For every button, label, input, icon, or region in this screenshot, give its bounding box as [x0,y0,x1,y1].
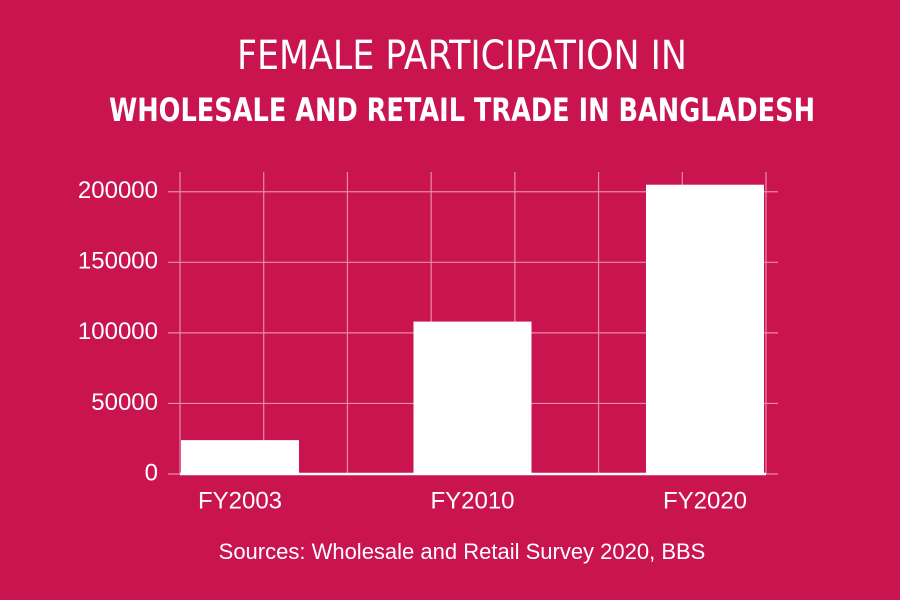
y-tick-label: 150000 [78,248,158,275]
y-tick-label: 0 [145,459,158,486]
y-tick-label: 50000 [91,389,158,416]
x-tick-label: FY2010 [430,487,514,514]
chart-title: FEMALE PARTICIPATION IN [237,33,687,79]
x-tick-label: FY2020 [663,487,747,514]
chart-subtitle: WHOLESALE AND RETAIL TRADE IN BANGLADESH [109,91,815,129]
y-tick-label: 200000 [78,177,158,204]
y-tick-label: 100000 [78,318,158,345]
bar [646,184,764,474]
source-note: Sources: Wholesale and Retail Survey 202… [219,539,706,564]
bar [413,321,532,474]
x-tick-label: FY2003 [198,487,282,514]
bar [181,440,299,474]
